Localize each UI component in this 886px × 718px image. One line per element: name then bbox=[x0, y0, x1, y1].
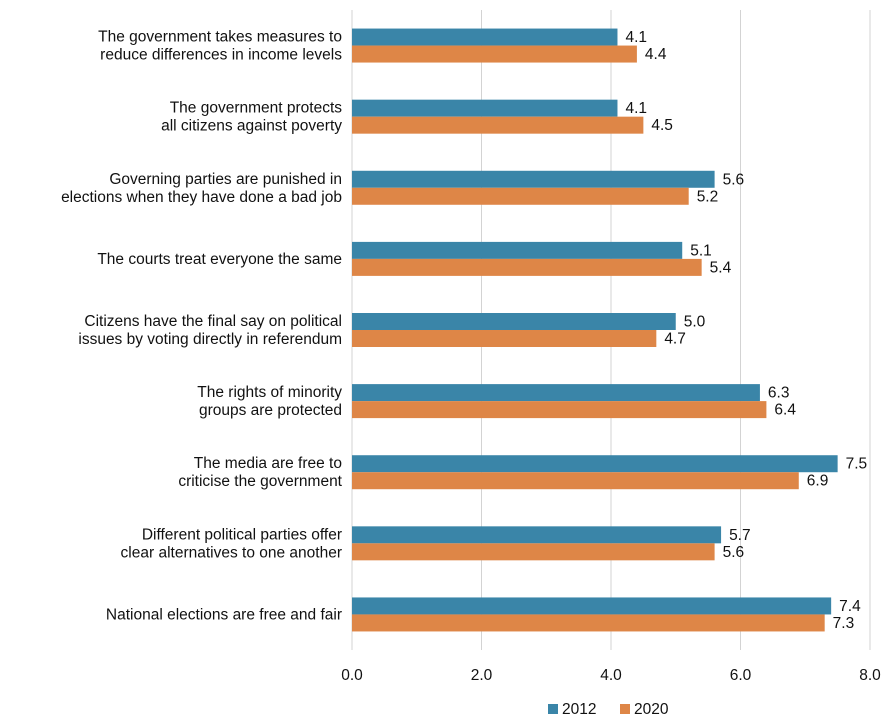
bar-2012 bbox=[352, 99, 618, 117]
bar-2012 bbox=[352, 597, 832, 615]
legend-label: 2012 bbox=[562, 701, 596, 718]
bar-2012 bbox=[352, 384, 760, 402]
value-label: 4.1 bbox=[625, 100, 647, 117]
category-label: National elections are free and fair bbox=[106, 606, 342, 623]
value-label: 4.7 bbox=[664, 331, 686, 348]
category-label: criticise the government bbox=[178, 473, 342, 490]
category-label: The courts treat everyone the same bbox=[97, 251, 342, 268]
bar-2012 bbox=[352, 170, 715, 188]
category-label: reduce differences in income levels bbox=[100, 47, 342, 64]
bar-2020 bbox=[352, 543, 715, 561]
category-label: The rights of minority bbox=[197, 384, 342, 401]
x-axis-ticks: 0.0 2.0 4.0 6.0 8.0 bbox=[341, 667, 881, 684]
value-label: 5.2 bbox=[697, 188, 719, 205]
value-label: 5.0 bbox=[684, 314, 706, 331]
legend-label: 2020 bbox=[634, 701, 669, 718]
value-label: 7.5 bbox=[846, 456, 868, 473]
bar-2020 bbox=[352, 401, 767, 419]
value-label: 5.4 bbox=[710, 259, 732, 276]
value-label: 7.4 bbox=[839, 598, 861, 615]
category-label: clear alternatives to one another bbox=[121, 544, 342, 561]
bar-2020 bbox=[352, 330, 657, 347]
bars bbox=[352, 28, 838, 632]
bar-2020 bbox=[352, 258, 702, 276]
value-labels: 4.14.44.14.55.65.25.15.45.04.76.36.47.56… bbox=[625, 29, 867, 632]
category-label: issues by voting directly in referendum bbox=[78, 331, 342, 348]
value-label: 4.5 bbox=[651, 117, 673, 134]
bar-2012 bbox=[352, 526, 722, 544]
value-label: 6.9 bbox=[807, 473, 829, 490]
x-tick-label: 6.0 bbox=[730, 667, 752, 684]
x-tick-label: 8.0 bbox=[859, 667, 881, 684]
value-label: 5.1 bbox=[690, 242, 712, 259]
value-label: 5.7 bbox=[729, 527, 751, 544]
bar-2012 bbox=[352, 313, 676, 330]
category-label: groups are protected bbox=[199, 402, 342, 419]
bar-2012 bbox=[352, 241, 683, 259]
legend-swatch-2020 bbox=[620, 704, 630, 714]
legend: 2012 2020 bbox=[548, 701, 669, 718]
category-label: Citizens have the final say on political bbox=[84, 313, 342, 330]
value-label: 5.6 bbox=[723, 171, 745, 188]
legend-swatch-2012 bbox=[548, 704, 558, 714]
bar-2020 bbox=[352, 45, 637, 63]
category-label: The government takes measures to bbox=[98, 29, 342, 46]
x-tick-label: 0.0 bbox=[341, 667, 363, 684]
value-label: 4.4 bbox=[645, 46, 667, 63]
value-label: 7.3 bbox=[833, 615, 855, 632]
category-label: The media are free to bbox=[194, 455, 342, 472]
bar-2020 bbox=[352, 614, 825, 632]
value-label: 4.1 bbox=[625, 29, 647, 46]
category-label: Different political parties offer bbox=[142, 526, 342, 543]
bar-2012 bbox=[352, 455, 838, 473]
value-label: 6.4 bbox=[774, 402, 796, 419]
x-tick-label: 2.0 bbox=[471, 667, 493, 684]
bar-2020 bbox=[352, 116, 644, 134]
value-label: 6.3 bbox=[768, 385, 790, 402]
x-tick-label: 4.0 bbox=[600, 667, 622, 684]
bar-2012 bbox=[352, 28, 618, 46]
value-label: 5.6 bbox=[723, 544, 745, 561]
bar-2020 bbox=[352, 472, 799, 490]
category-label: Governing parties are punished in bbox=[109, 171, 342, 188]
category-label: all citizens against poverty bbox=[161, 118, 342, 135]
category-label: The government protects bbox=[170, 100, 343, 117]
category-label: elections when they have done a bad job bbox=[61, 189, 342, 206]
bar-2020 bbox=[352, 187, 689, 205]
